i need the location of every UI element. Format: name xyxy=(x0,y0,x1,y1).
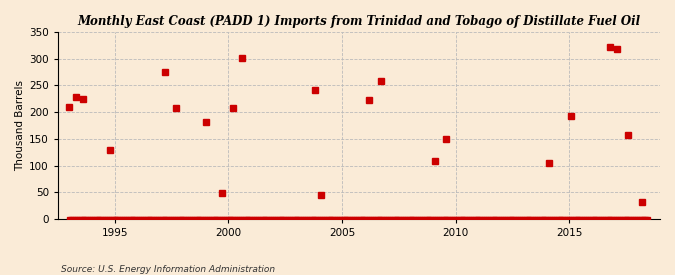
Y-axis label: Thousand Barrels: Thousand Barrels xyxy=(15,80,25,171)
Text: Source: U.S. Energy Information Administration: Source: U.S. Energy Information Administ… xyxy=(61,265,275,274)
Title: Monthly East Coast (PADD 1) Imports from Trinidad and Tobago of Distillate Fuel : Monthly East Coast (PADD 1) Imports from… xyxy=(78,15,641,28)
